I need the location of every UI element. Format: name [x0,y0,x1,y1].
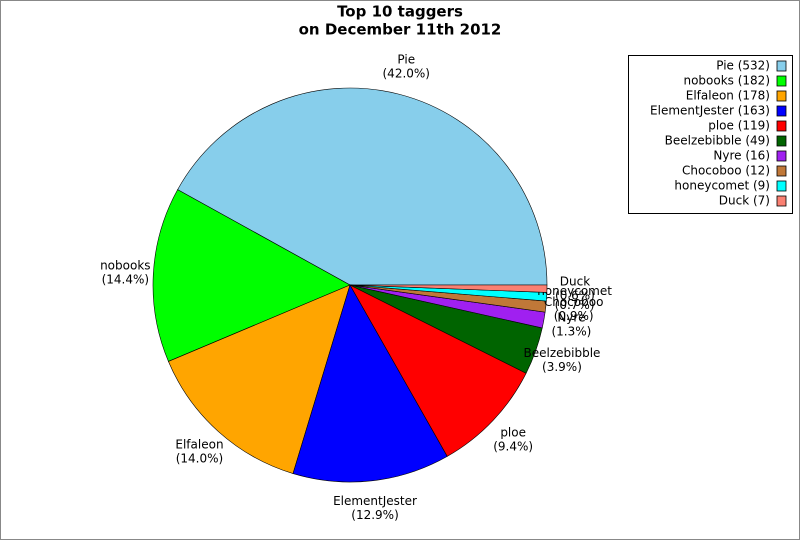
slice-value-label: (3.9%) [542,360,582,374]
slice-label: Beelzebibble [524,346,601,360]
legend-swatch [776,180,787,192]
slice-label: Chocoboo [544,295,604,309]
slice-label: nobooks [100,259,150,273]
pie-slice [349,284,527,457]
legend-label: Pie (532) [716,59,770,73]
pie-slice [349,284,548,293]
legend-swatch [776,150,787,162]
legend-swatch [776,60,787,72]
legend-label: Nyre (16) [713,149,770,163]
pie-slice [168,284,351,474]
pie-slice [152,189,351,362]
legend-box [628,55,793,214]
chart-title: Top 10 taggers [337,3,463,21]
legend-label: honeycomet (9) [674,179,770,193]
slice-value-label: (1.3%) [551,325,591,339]
slice-value-label: (9.4%) [493,439,533,453]
legend-label: ploe (119) [708,119,770,133]
slice-value-label: (12.9%) [351,508,398,522]
legend-label: nobooks (182) [683,74,770,88]
slice-value-label: (0.9%) [554,309,594,323]
slice-label: Elfaleon [175,438,223,452]
legend-label: Chocoboo (12) [682,164,770,178]
slice-value-label: (0.6%) [555,289,595,303]
legend-swatch [776,75,787,87]
slice-label: Nyre [557,311,585,325]
slice-label: ploe [500,425,526,439]
slice-label: honeycomet [537,284,612,298]
legend-label: Beelzebibble (49) [665,134,770,148]
slice-value-label: (14.4%) [102,273,149,287]
pie-slice [292,284,448,483]
legend-swatch [776,90,787,102]
legend-swatch [776,165,787,177]
slice-label: Duck [560,275,590,289]
slice-value-label: (14.0%) [176,452,223,466]
legend-swatch [776,135,787,147]
legend-swatch [776,120,787,132]
legend-label: ElementJester (163) [650,104,770,118]
slice-label: Pie [397,53,415,67]
slice-label: ElementJester [333,494,417,508]
legend-label: Duck (7) [719,194,770,208]
chart-subtitle: on December 11th 2012 [299,21,502,39]
slice-value-label: (42.0%) [383,67,430,81]
slice-value-label: (0.7%) [555,298,595,312]
legend-label: Elfaleon (178) [686,89,770,103]
pie-slice [177,87,548,286]
legend-swatch [776,195,787,207]
legend-swatch [776,105,787,117]
